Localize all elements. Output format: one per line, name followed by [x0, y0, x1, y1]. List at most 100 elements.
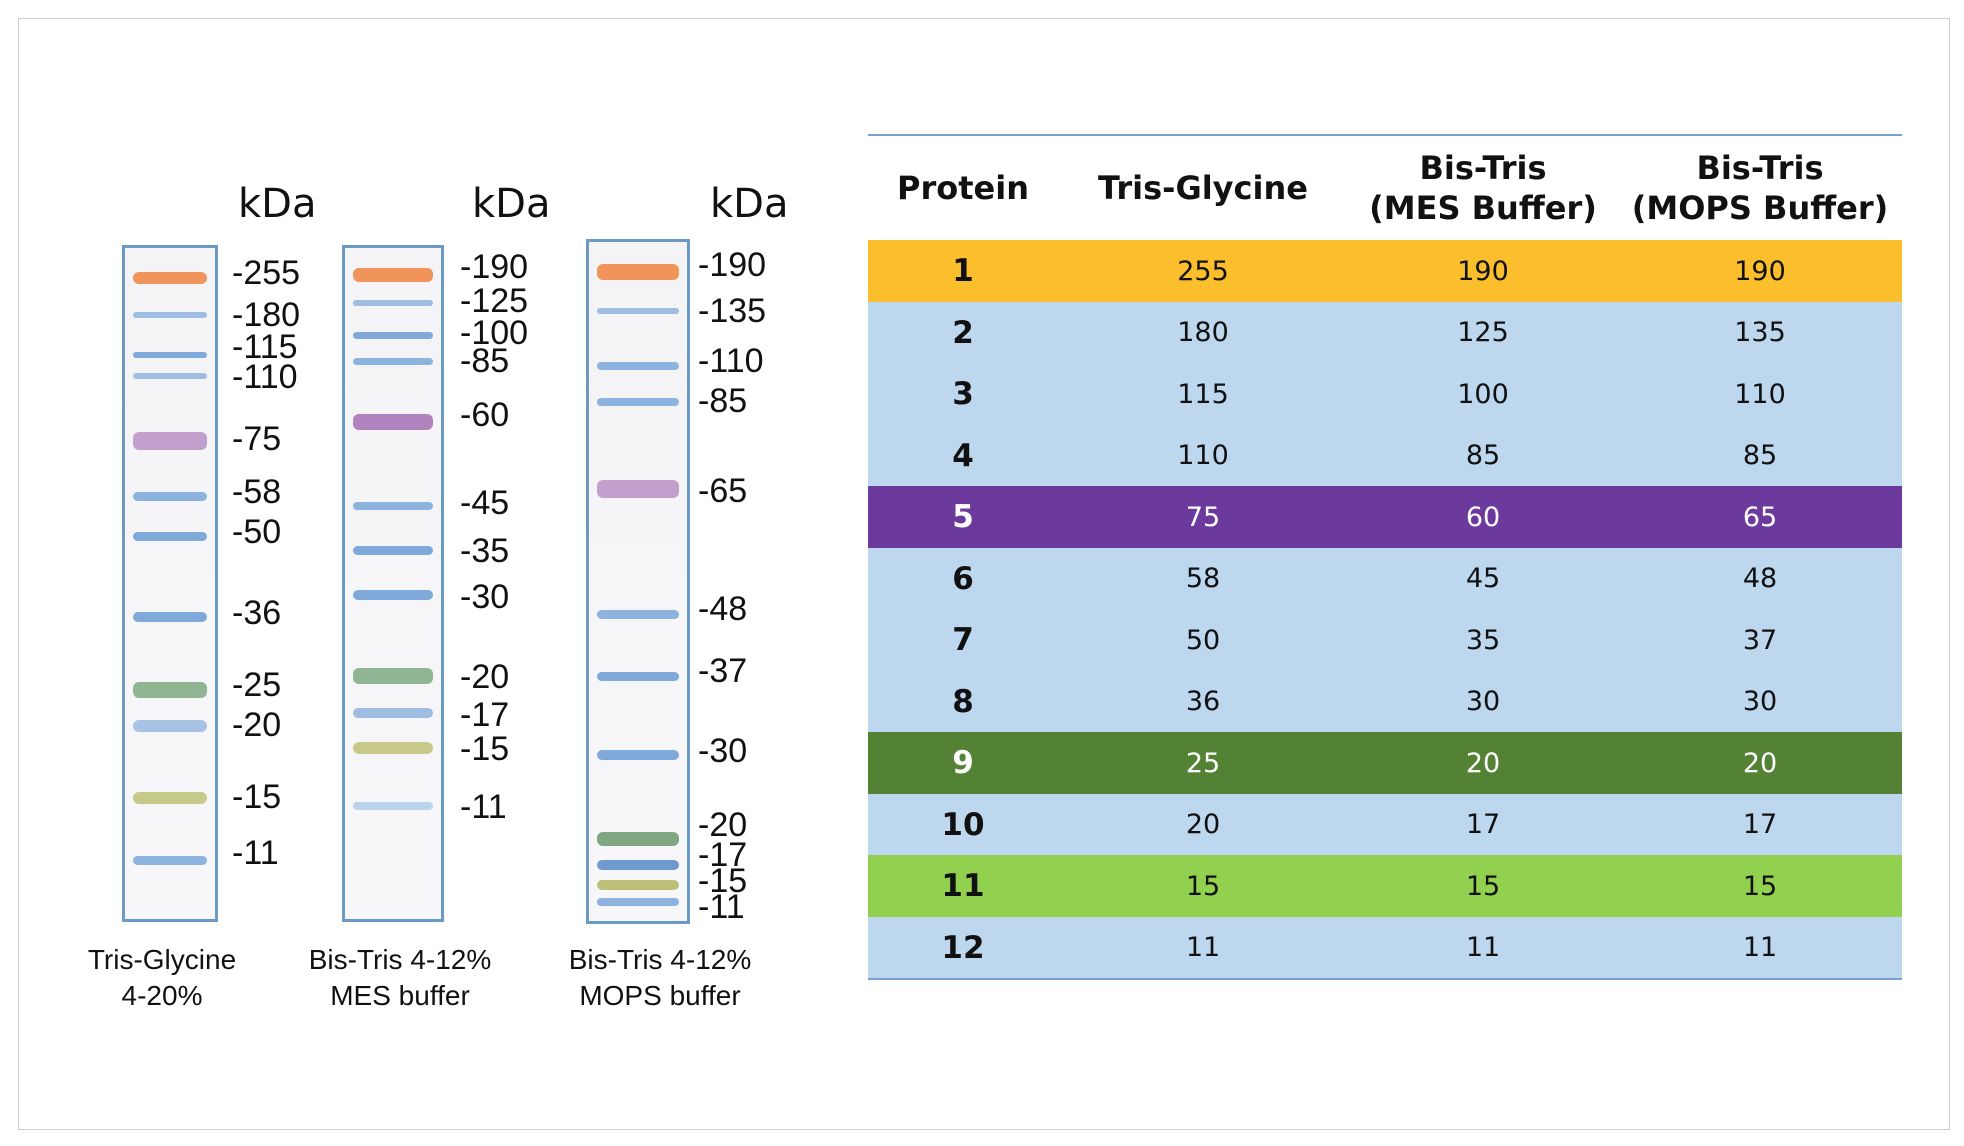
ladder-band: [133, 856, 207, 865]
gel-caption-line: Bis-Tris 4-12%: [568, 944, 752, 975]
gel-caption-line: 4-20%: [121, 980, 203, 1012]
table-cell-mes: 11: [1465, 932, 1501, 963]
mw-label: -110: [698, 342, 764, 380]
mw-label: -36: [232, 594, 282, 632]
table-cell-mops: 65: [1742, 501, 1778, 533]
mw-label: -11: [460, 788, 507, 826]
table-cell-tris-glycine: 75: [1185, 501, 1221, 533]
header-line: Protein: [897, 169, 1029, 207]
ladder-band: [597, 898, 679, 906]
ladder-band: [133, 612, 207, 622]
table-cell-mes: 35: [1465, 624, 1501, 656]
ladder-band: [597, 362, 679, 370]
table-cell-mes: 17: [1465, 809, 1501, 840]
gel-caption: Bis-Tris 4-12% MES buffer: [290, 942, 510, 1015]
mw-label: -25: [232, 666, 282, 704]
header-line: Bis-Tris: [1419, 149, 1547, 187]
ladder-band: [353, 742, 433, 754]
mw-label: -35: [460, 532, 510, 570]
mw-label: -65: [698, 472, 748, 510]
gel-caption-line: Tris-Glycine: [87, 944, 237, 975]
table-row: 9 25 20 20: [868, 732, 1902, 794]
table-cell-protein: 3: [952, 376, 974, 412]
ladder-band: [353, 300, 433, 306]
gel-caption-line: MOPS buffer: [579, 980, 741, 1012]
table-header: Protein Tris-Glycine Bis-Tris (MES Buffe…: [868, 136, 1902, 240]
table-cell-mops: 15: [1742, 870, 1778, 902]
table-row: 2 180 125 135: [868, 301, 1902, 364]
header-line: Bis-Tris: [1696, 149, 1824, 187]
gel-caption-line: MES buffer: [330, 980, 470, 1012]
ladder-band: [597, 880, 679, 890]
table-row: 12 11 11 11: [868, 916, 1902, 979]
ladder-band: [353, 268, 433, 282]
table-row: 3 115 100 110: [868, 363, 1902, 425]
gel-caption: Tris-Glycine 4-20%: [52, 942, 272, 1015]
table-cell-mes: 125: [1457, 317, 1509, 348]
mw-label: -85: [698, 382, 748, 420]
table-cell-mes: 45: [1465, 563, 1501, 594]
header-line: (MOPS Buffer): [1631, 189, 1889, 227]
mw-label: -20: [232, 706, 282, 744]
header-line: (MES Buffer): [1369, 189, 1597, 227]
ladder-band: [353, 502, 433, 510]
table-cell-protein: 7: [952, 622, 974, 658]
table-cell-mops: 135: [1734, 317, 1786, 348]
ladder-band: [353, 708, 433, 718]
table-top-rule: [868, 134, 1902, 136]
table-cell-mops: 37: [1742, 624, 1778, 656]
ladder-band: [353, 332, 433, 339]
ladder-band: [133, 492, 207, 501]
table-cell-protein: 4: [952, 437, 974, 474]
table-cell-mes: 15: [1465, 870, 1501, 902]
table-cell-mops: 48: [1742, 563, 1778, 594]
mw-label: -48: [698, 590, 748, 628]
gel-lane: [586, 239, 690, 924]
ladder-band: [597, 672, 679, 681]
mw-label: -30: [460, 578, 510, 616]
ladder-band: [597, 308, 679, 314]
table-cell-mops: 190: [1734, 255, 1786, 287]
table-cell-mes: 30: [1465, 686, 1501, 717]
table-cell-mops: 110: [1734, 378, 1786, 410]
table-cell-tris-glycine: 36: [1185, 686, 1221, 717]
gel-unit-label: kDa: [472, 181, 551, 227]
ladder-band: [353, 802, 433, 810]
table-cell-protein: 5: [952, 499, 974, 535]
mw-label: -11: [232, 834, 279, 872]
ladder-band: [597, 860, 679, 870]
table-cell-mes: 60: [1465, 501, 1501, 533]
table-cell-protein: 11: [941, 868, 985, 904]
table-cell-mes: 100: [1457, 378, 1509, 410]
mw-label: -15: [698, 862, 748, 900]
table-row: 1 255 190 190: [868, 240, 1902, 302]
table-row: 11 15 15 15: [868, 855, 1902, 917]
table-cell-tris-glycine: 255: [1177, 255, 1229, 287]
header-line: Tris-Glycine: [1098, 169, 1308, 207]
ladder-band: [597, 750, 679, 760]
table-bottom-rule: [868, 978, 1902, 980]
table-row: 6 58 45 48: [868, 547, 1902, 610]
mw-label: -100: [460, 314, 529, 352]
mw-label: -125: [460, 282, 529, 320]
gel-lane: [122, 245, 218, 922]
mw-label: -60: [460, 396, 510, 434]
gel-caption: Bis-Tris 4-12% MOPS buffer: [550, 942, 770, 1015]
header-bis-tris-mes: Bis-Tris (MES Buffer): [1348, 136, 1618, 240]
mw-label: -15: [460, 730, 510, 768]
table-cell-mes: 190: [1457, 255, 1509, 287]
ladder-band: [133, 682, 207, 698]
table-row: 8 36 30 30: [868, 670, 1902, 733]
table-cell-mes: 20: [1465, 747, 1501, 779]
mw-label: -20: [698, 806, 748, 844]
table-cell-tris-glycine: 180: [1177, 317, 1229, 348]
mw-label: -190: [698, 246, 767, 284]
table-cell-tris-glycine: 110: [1177, 440, 1229, 471]
mw-label: -58: [232, 473, 282, 511]
table-cell-protein: 8: [952, 683, 974, 720]
ladder-band: [353, 358, 433, 365]
header-tris-glycine: Tris-Glycine: [1058, 136, 1348, 240]
table-row: 7 50 35 37: [868, 609, 1902, 671]
table-cell-protein: 6: [952, 560, 974, 597]
table-cell-tris-glycine: 15: [1185, 870, 1221, 902]
